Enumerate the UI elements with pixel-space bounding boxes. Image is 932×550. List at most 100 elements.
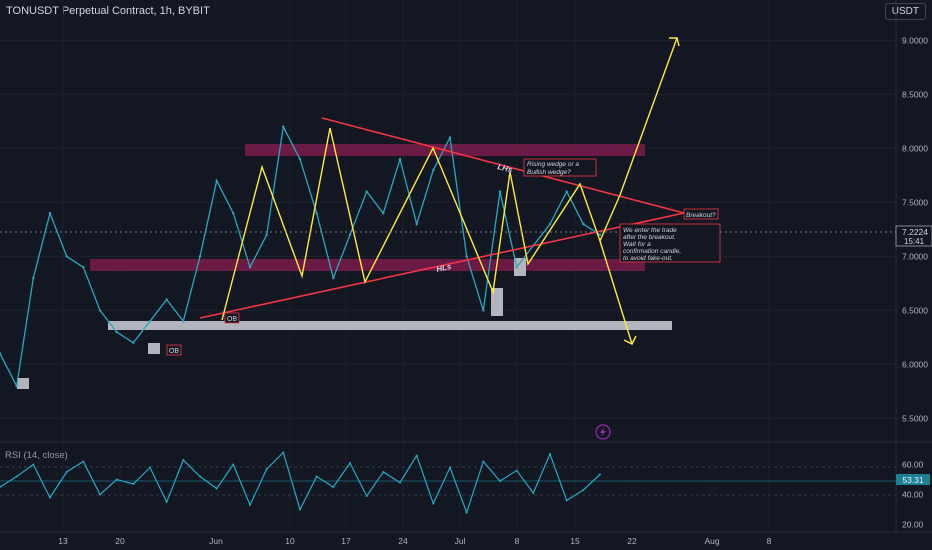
price-point (132, 341, 135, 344)
lightning-icon[interactable] (595, 424, 611, 440)
rsi-line (0, 451, 601, 515)
price-point (148, 320, 152, 323)
price-tick-label: 7.5000 (902, 197, 928, 207)
rsi-point (282, 451, 285, 454)
price-point (248, 266, 252, 269)
price-point (498, 190, 502, 193)
price-point (282, 125, 285, 128)
trade-note: We enter the trade after the breakout. W… (619, 223, 721, 263)
trade-note-line: to avoid fake-out. (623, 255, 673, 262)
chart-title: TONUSDT Perpetual Contract, 1h, BYBIT (6, 5, 210, 17)
time-tick-label: Jul (455, 536, 466, 546)
rsi-point (415, 454, 418, 457)
ob-box (514, 258, 526, 276)
price-point (482, 309, 485, 312)
rsi-point (332, 486, 335, 488)
countdown-value: 15:41 (904, 237, 925, 246)
price-tick-label: 8.0000 (902, 143, 928, 153)
rsi-point (349, 462, 351, 464)
rsi-point (449, 466, 451, 469)
price-point (232, 212, 235, 215)
ob-label-text: OB (227, 316, 237, 323)
price-point (198, 255, 202, 258)
lhs-label: LHs (497, 162, 514, 175)
rsi-point (182, 459, 185, 461)
price-point (82, 266, 85, 269)
rsi-axis[interactable]: 60.00 40.00 20.00 (902, 460, 924, 530)
wedge-note-line: Rising wedge or a (527, 161, 579, 168)
time-tick-label: 22 (627, 536, 637, 546)
price-point (398, 158, 402, 161)
price-point (582, 222, 585, 226)
time-tick-label: 20 (115, 536, 125, 546)
rsi-point (199, 475, 201, 478)
time-tick-label: 24 (398, 536, 408, 546)
price-point (48, 212, 52, 215)
rsi-point (32, 463, 35, 466)
time-tick-label: 17 (341, 536, 351, 546)
ob-box (148, 343, 160, 354)
ob-label-text: OB (169, 348, 179, 355)
rsi-point (149, 466, 151, 469)
price-point (215, 179, 218, 182)
trade-note-line: Wait for a (623, 241, 651, 248)
ob-label: OB (224, 312, 240, 324)
rsi-point (115, 478, 118, 481)
rsi-point (299, 508, 301, 511)
bearish-projection (599, 240, 633, 345)
upper-trendline (321, 117, 685, 214)
time-axis[interactable]: 13 20 Jun 10 17 24 Jul 8 15 22 Aug 8 (58, 536, 771, 546)
price-point (98, 309, 102, 312)
last-price-value: 7.2224 (902, 227, 928, 237)
rsi-point (15, 475, 18, 478)
rsi-value: 53.31 (902, 475, 924, 485)
price-point (298, 158, 302, 161)
rsi-point (432, 502, 435, 505)
rsi-point (599, 473, 601, 476)
price-point (465, 255, 468, 258)
rsi-point (549, 453, 551, 455)
rsi-point (232, 463, 235, 466)
rsi-point (515, 469, 518, 472)
price-point (182, 320, 185, 323)
rsi-point (365, 495, 368, 497)
bearish-arrow-head (623, 335, 637, 345)
rsi-tick-label: 20.00 (902, 520, 924, 530)
breakout-note-text: Breakout? (686, 212, 716, 219)
price-point (0, 352, 2, 355)
price-axis[interactable]: 9.0000 8.5000 8.0000 7.5000 7.0000 6.5000 6.00… (902, 35, 928, 423)
rsi-point (465, 511, 468, 514)
rsi-point (215, 487, 218, 490)
price-point (598, 233, 602, 236)
rsi-point (532, 492, 535, 494)
time-tick-label: Jun (209, 536, 223, 546)
bullish-arrow-head (669, 37, 680, 47)
time-tick-label: 10 (285, 536, 295, 546)
price-point (315, 212, 318, 215)
rsi-tick-label: 60.00 (902, 460, 924, 470)
price-series (0, 124, 602, 389)
rsi-point (482, 460, 485, 463)
ob-box (17, 378, 29, 389)
price-point (415, 222, 418, 226)
rsi-point (499, 480, 501, 482)
wedge-note-line: Bullish wedge? (527, 169, 571, 176)
time-tick-label: 8 (515, 536, 520, 546)
rsi-point (565, 499, 568, 502)
price-point (365, 190, 368, 193)
price-point (432, 168, 435, 172)
breakout-note: Breakout? (683, 208, 719, 220)
ob-label: OB (166, 344, 182, 356)
currency-button[interactable]: USDT (884, 3, 926, 20)
price-point (65, 255, 68, 258)
rsi-point (265, 468, 268, 470)
rsi-point (99, 493, 101, 496)
rsi-point (49, 496, 51, 499)
last-price-badge: 7.2224 15:41 (895, 225, 932, 247)
price-tick-label: 9.0000 (902, 35, 928, 45)
price-point (265, 233, 268, 236)
support-zone-gray (108, 321, 672, 330)
trade-note-line: We enter the trade (623, 227, 677, 234)
price-point (32, 276, 35, 280)
